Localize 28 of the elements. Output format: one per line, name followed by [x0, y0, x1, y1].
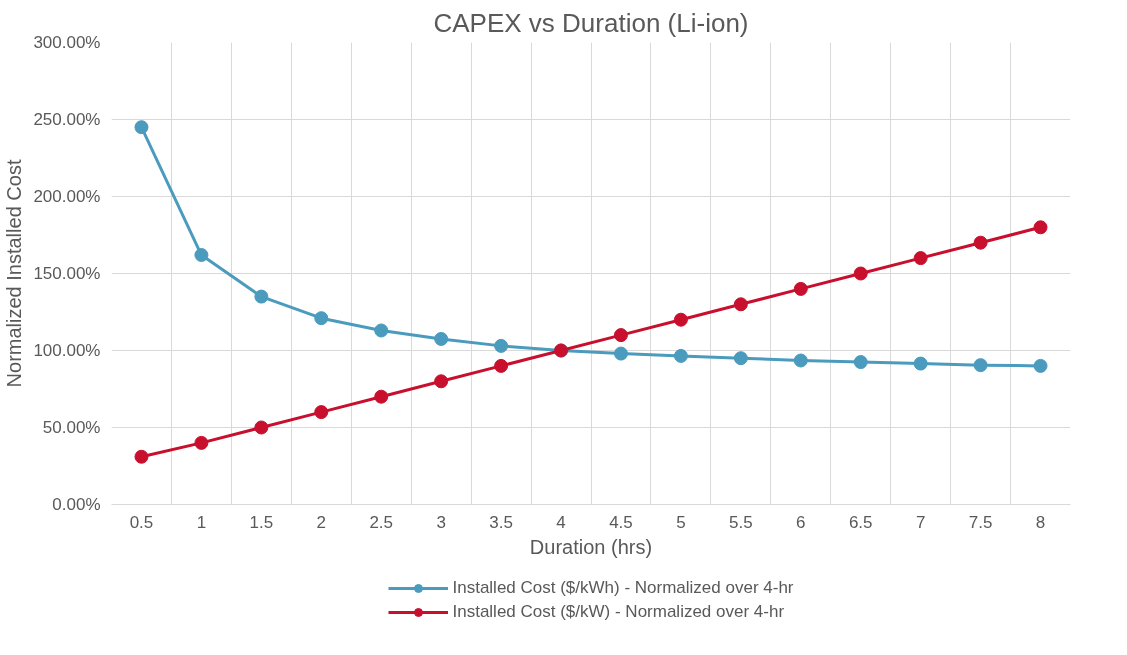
x-tick-label: 0.5 [129, 512, 154, 532]
y-tick-label: 250.00% [33, 110, 101, 129]
y-tick-label: 100.00% [33, 341, 101, 360]
x-tick-label: 8 [1035, 512, 1046, 532]
x-tick-label: 1 [196, 512, 207, 532]
x-tick-label: 7 [915, 512, 926, 532]
x-tick-label: 6 [796, 512, 806, 532]
x-tick-label: 3 [436, 512, 446, 532]
y-tick-label: 150.00% [33, 264, 101, 283]
legend-label: Installed Cost ($/kW) - Normalized over 4-hr [452, 602, 785, 622]
x-tick-label: 5.5 [729, 512, 753, 532]
y-tick-label: 0.00% [52, 495, 101, 514]
x-tick-label: 2.5 [369, 512, 394, 532]
y-axis-title: Normalized Installed Cost [3, 159, 26, 388]
x-tick-label: 4 [556, 512, 566, 532]
y-tick-label: 50.00% [42, 418, 101, 437]
x-tick-label: 3.5 [489, 512, 513, 532]
y-tick-label: 200.00% [33, 187, 101, 206]
x-tick-label: 6.5 [848, 512, 873, 532]
x-tick-label: 4.5 [609, 512, 633, 532]
x-axis-title: Duration (hrs) [529, 535, 653, 558]
chart-title: CAPEX vs Duration (Li-ion) [433, 7, 749, 38]
x-tick-label: 1.5 [249, 512, 274, 532]
x-tick-label: 5 [676, 512, 686, 532]
y-tick-label: 300.00% [33, 33, 101, 52]
x-tick-label: 2 [316, 512, 327, 532]
legend-label: Installed Cost ($/kWh) - Normalized over 4-hr [452, 578, 794, 598]
x-tick-label: 7.5 [968, 512, 993, 532]
